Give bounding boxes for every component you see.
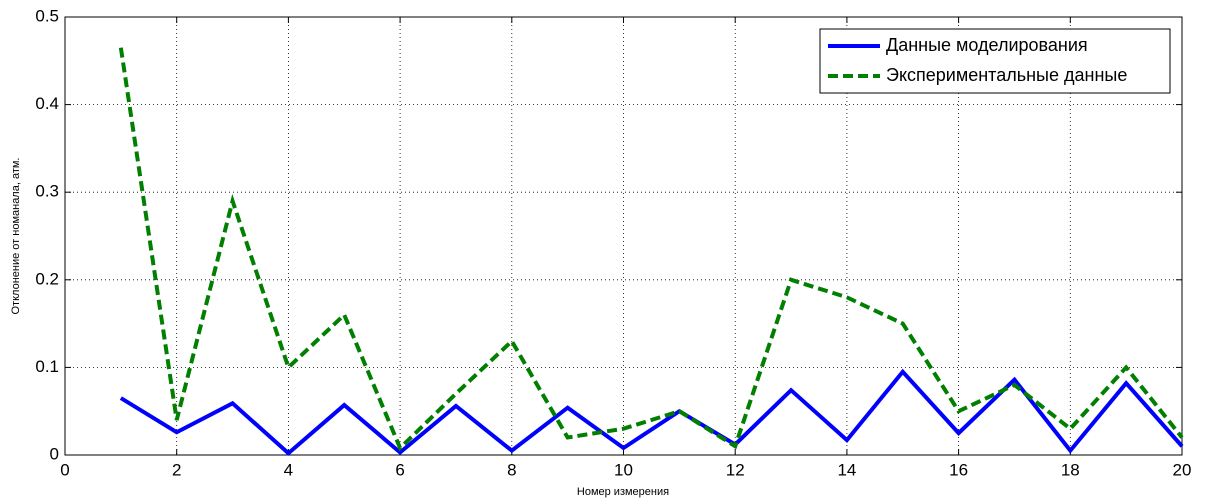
x-tick-label: 16 xyxy=(949,460,968,479)
y-axis-label: Отклонение от номанала, атм. xyxy=(10,158,22,315)
x-tick-label: 6 xyxy=(395,460,404,479)
x-tick-label: 20 xyxy=(1173,460,1192,479)
x-axis-label: Номер измерения xyxy=(577,486,669,498)
x-tick-label: 0 xyxy=(60,460,69,479)
y-tick-label: 0.1 xyxy=(35,357,59,376)
y-tick-label: 0.4 xyxy=(35,94,59,113)
x-tick-label: 4 xyxy=(284,460,293,479)
legend-box xyxy=(819,28,1171,94)
y-tick-label: 0 xyxy=(50,444,59,463)
legend-label: Данные моделирования xyxy=(886,35,1088,55)
y-tick-label: 0.3 xyxy=(35,182,59,201)
x-tick-label: 2 xyxy=(172,460,181,479)
series-line xyxy=(118,47,1184,452)
x-tick-label: 14 xyxy=(837,460,856,479)
x-tick-label: 12 xyxy=(726,460,745,479)
y-tick-label: 0.5 xyxy=(35,6,59,25)
y-tick-label: 0.2 xyxy=(35,269,59,288)
legend-label: Экспериментальные данные xyxy=(886,65,1127,85)
x-tick-label: 8 xyxy=(507,460,516,479)
x-tick-label: 18 xyxy=(1061,460,1080,479)
x-tick-label: 10 xyxy=(614,460,633,479)
